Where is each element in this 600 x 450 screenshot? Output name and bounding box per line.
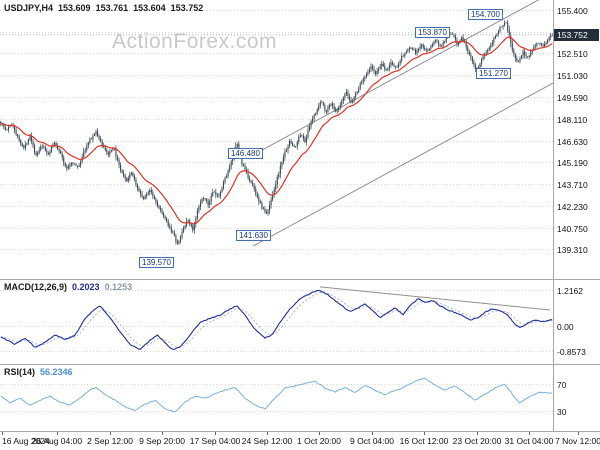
rsi-panel: RSI(14) 56.2346 70 30	[0, 365, 600, 432]
macd-canvas	[0, 286, 553, 352]
rsi-axis-label: 30	[557, 406, 567, 417]
swing-price-label: 154.700	[468, 9, 503, 20]
time-tick	[372, 432, 373, 435]
time-tick	[477, 432, 478, 435]
rsi-value: 56.2346	[40, 367, 73, 377]
time-axis-label: 1 Oct 20:00	[297, 436, 341, 446]
high-value: 153.761	[95, 3, 129, 13]
price-axis-label: 142.230	[557, 201, 588, 212]
time-tick	[215, 432, 216, 435]
rsi-title: RSI(14) 56.2346	[4, 367, 78, 377]
price-axis-label: 140.750	[557, 223, 588, 234]
price-axis-label: 139.310	[557, 244, 588, 255]
open-value: 153.609	[58, 3, 91, 13]
macd-signal-value: 0.1253	[104, 282, 133, 292]
macd-axis-label: 1.2162	[557, 285, 583, 296]
swing-price-label: 139.570	[139, 257, 174, 268]
close-value: 153.752	[170, 3, 204, 13]
price-axis-label: 143.710	[557, 179, 588, 190]
macd-title: MACD(12,26,9) 0.2023 0.1253	[4, 282, 137, 292]
time-axis-label: 7 Nov 12:00	[555, 436, 600, 446]
low-value: 153.604	[133, 3, 166, 13]
price-axis-label: 155.400	[557, 5, 588, 16]
rsi-name: RSI(14)	[4, 367, 36, 377]
price-axis-label: 151.030	[557, 70, 588, 81]
chart-title-ohlc: USDJPY,H4 153.609 153.761 153.604 153.752	[4, 3, 208, 13]
time-tick	[578, 432, 579, 435]
price-panel: ActionForex.com USDJPY,H4 153.609 153.761 1…	[0, 0, 600, 280]
time-tick	[57, 432, 58, 435]
symbol-period: USDJPY,H4	[4, 3, 54, 13]
time-tick	[2, 432, 3, 435]
rsi-canvas	[0, 377, 553, 413]
time-tick	[110, 432, 111, 435]
time-axis-label: 16 Oct 12:00	[399, 436, 449, 446]
time-tick	[319, 432, 320, 435]
price-axis-label: 149.590	[557, 92, 588, 103]
axis-separator	[553, 0, 554, 432]
watermark: ActionForex.com	[112, 30, 278, 53]
swing-price-label: 153.870	[415, 27, 450, 38]
macd-axis-label: 0.00	[557, 321, 574, 332]
macd-main-value: 0.2023	[72, 282, 100, 292]
time-axis-label: 16 Aug 2024	[2, 436, 50, 446]
macd-panel: MACD(12,26,9) 0.2023 0.1253 1.2162 0.00 -0.8…	[0, 280, 600, 365]
time-axis-label: 9 Oct 04:00	[350, 436, 394, 446]
current-price-label: 153.752	[554, 29, 599, 41]
price-chart-canvas	[0, 0, 553, 250]
time-tick	[162, 432, 163, 435]
price-axis-label: 146.630	[557, 136, 588, 147]
time-tick	[529, 432, 530, 435]
time-tick	[267, 432, 268, 435]
price-axis-label: 145.190	[557, 157, 588, 168]
swing-price-label: 146.480	[228, 148, 263, 159]
time-axis: 16 Aug 2024 26 Aug 04:00 2 Sep 12:00 9 Sep …	[0, 432, 600, 450]
rsi-axis-label: 70	[557, 379, 567, 390]
time-axis-label: 9 Sep 20:00	[139, 436, 185, 446]
time-axis-label: 17 Sep 04:00	[189, 436, 241, 446]
time-axis-label: 2 Sep 12:00	[87, 436, 133, 446]
swing-price-label: 151.270	[476, 68, 511, 79]
time-axis-label: 26 Aug 04:00	[31, 436, 83, 446]
price-axis-label: 152.510	[557, 48, 588, 59]
time-axis-label: 23 Oct 20:00	[452, 436, 502, 446]
swing-price-label: 141.630	[236, 230, 271, 241]
price-axis-label: 148.110	[557, 114, 588, 125]
macd-name: MACD(12,26,9)	[4, 282, 68, 292]
macd-axis-label: -0.8573	[557, 346, 586, 357]
time-axis-label: 31 Oct 04:00	[504, 436, 554, 446]
time-axis-label: 24 Sep 12:00	[241, 436, 293, 446]
time-tick	[424, 432, 425, 435]
